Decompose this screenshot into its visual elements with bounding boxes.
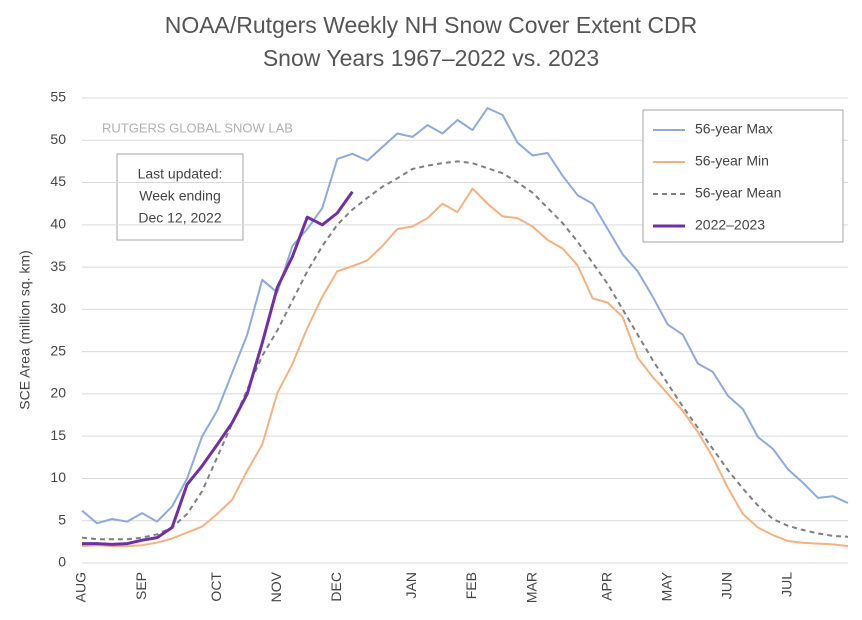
x-tick-label: AUG — [73, 572, 89, 602]
series-line — [81, 107, 849, 525]
x-tick-label: JUN — [719, 572, 735, 599]
y-tick-label: 35 — [50, 258, 66, 274]
x-tick-label: MAR — [523, 572, 539, 603]
x-tick-label: JAN — [403, 572, 419, 598]
y-tick-label: 55 — [50, 89, 66, 105]
note-box — [116, 153, 244, 241]
x-tick-label: NOV — [268, 571, 284, 602]
y-axis-label: SCE Area (million sq. km) — [17, 250, 33, 409]
legend-box — [642, 109, 844, 243]
note-line: Last updated: — [138, 166, 223, 182]
chart-subtitle: Snow Years 1967–2022 vs. 2023 — [263, 45, 599, 71]
y-tick-label: 30 — [50, 300, 66, 316]
legend-label: 56-year Mean — [695, 185, 781, 201]
series-line — [82, 190, 354, 546]
y-tick-label: 45 — [50, 173, 66, 189]
watermark: RUTGERS GLOBAL SNOW LAB — [102, 120, 293, 135]
y-tick-label: 20 — [50, 385, 66, 401]
y-tick-label: 5 — [58, 511, 66, 527]
x-tick-label: FEB — [463, 572, 479, 599]
x-tick-label: OCT — [208, 572, 224, 602]
y-tick-label: 0 — [58, 554, 66, 570]
x-tick-label: APR — [598, 572, 614, 601]
x-tick-label: DEC — [328, 572, 344, 602]
y-tick-label: 40 — [50, 216, 66, 232]
x-tick-label: MAY — [658, 571, 674, 601]
legend-label: 2022–2023 — [695, 217, 765, 233]
series-line — [81, 160, 849, 541]
x-tick-label: SEP — [133, 572, 149, 600]
note-line: Dec 12, 2022 — [138, 210, 221, 226]
y-tick-label: 10 — [50, 469, 66, 485]
series-line — [81, 187, 849, 548]
x-tick-label: JUL — [779, 572, 795, 597]
y-tick-label: 25 — [50, 342, 66, 358]
y-tick-label: 15 — [50, 427, 66, 443]
chart-title: NOAA/Rutgers Weekly NH Snow Cover Extent… — [165, 12, 698, 38]
legend-label: 56-year Max — [695, 121, 773, 137]
note-line: Week ending — [139, 188, 220, 204]
legend-label: 56-year Min — [695, 153, 769, 169]
y-tick-label: 50 — [50, 131, 66, 147]
